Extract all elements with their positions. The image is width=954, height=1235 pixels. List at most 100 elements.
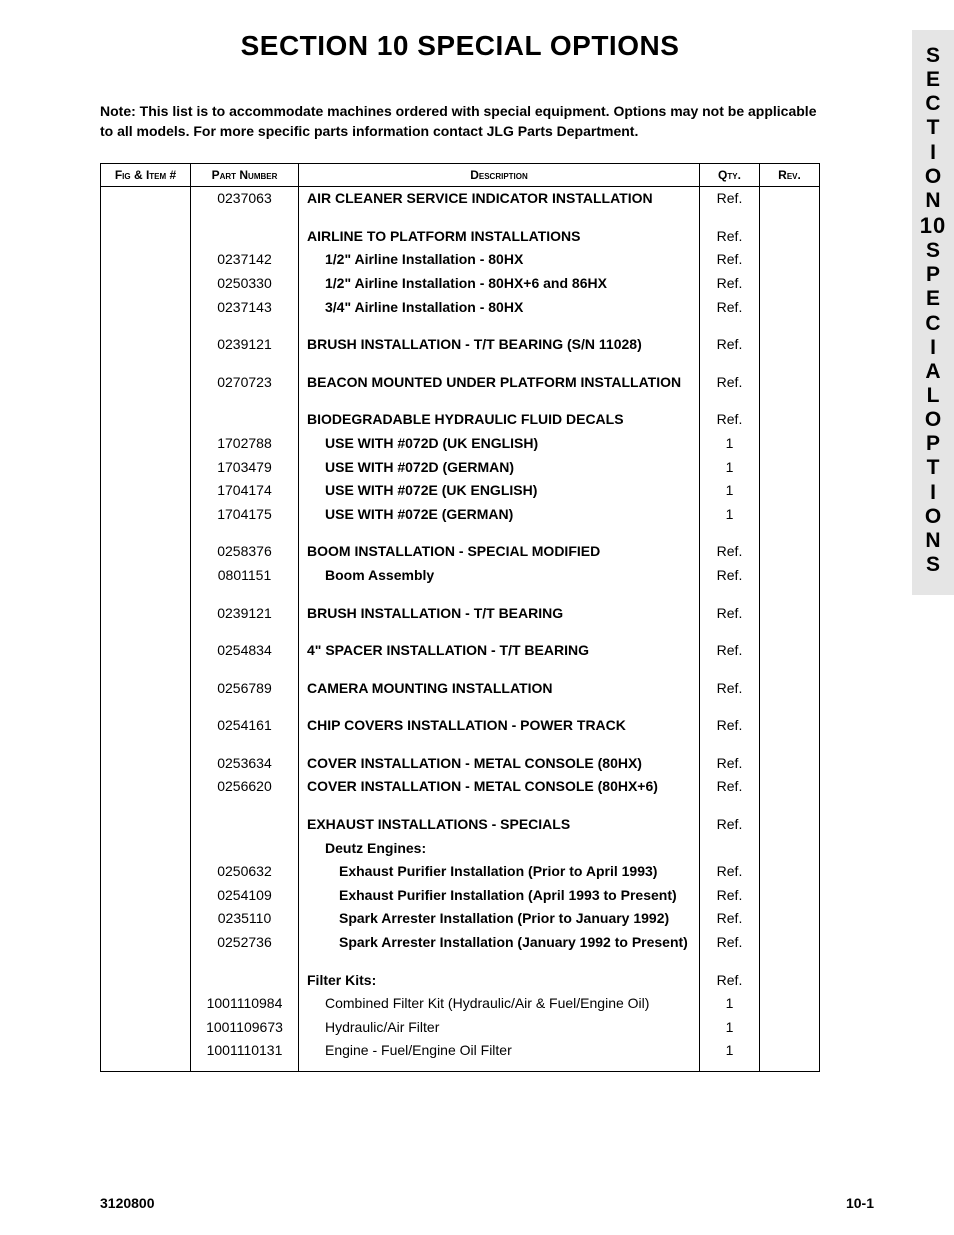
table-row: Filter Kits:Ref. (101, 969, 820, 993)
cell-rev (760, 479, 820, 503)
cell-qty: Ref. (700, 371, 760, 395)
cell-fig (101, 503, 191, 527)
cell-fig (101, 639, 191, 663)
table-row: 1001110984Combined Filter Kit (Hydraulic… (101, 992, 820, 1016)
cell-qty: Ref. (700, 752, 760, 776)
cell-description: EXHAUST INSTALLATIONS - SPECIALS (299, 813, 700, 837)
cell-rev (760, 884, 820, 908)
parts-table: Fig & Item # Part Number Description Qty… (100, 163, 820, 1072)
cell-fig (101, 714, 191, 738)
cell-description: Combined Filter Kit (Hydraulic/Air & Fue… (299, 992, 700, 1016)
cell-description: USE WITH #072E (UK ENGLISH) (299, 479, 700, 503)
cell-description: 1/2" Airline Installation - 80HX (299, 248, 700, 272)
cell-part-number: 0239121 (191, 333, 299, 357)
cell-fig (101, 248, 191, 272)
table-row (101, 738, 820, 752)
cell-rev (760, 540, 820, 564)
cell-qty: 1 (700, 992, 760, 1016)
cell-fig (101, 931, 191, 955)
cell-description: COVER INSTALLATION - METAL CONSOLE (80HX… (299, 752, 700, 776)
table-row: AIRLINE TO PLATFORM INSTALLATIONSRef. (101, 225, 820, 249)
cell-rev (760, 432, 820, 456)
cell-fig (101, 333, 191, 357)
cell-part-number: 0237143 (191, 296, 299, 320)
cell-qty: Ref. (700, 564, 760, 588)
table-row (101, 588, 820, 602)
cell-rev (760, 272, 820, 296)
table-row: 0801151Boom AssemblyRef. (101, 564, 820, 588)
side-tab-line2: SPECIAL (912, 239, 954, 408)
cell-qty: 1 (700, 432, 760, 456)
table-row: 02371433/4" Airline Installation - 80HXR… (101, 296, 820, 320)
cell-part-number: 0254834 (191, 639, 299, 663)
table-row (101, 955, 820, 969)
footer-right: 10-1 (846, 1195, 874, 1211)
cell-part-number (191, 969, 299, 993)
cell-part-number: 0801151 (191, 564, 299, 588)
cell-fig (101, 564, 191, 588)
cell-description: Boom Assembly (299, 564, 700, 588)
cell-rev (760, 714, 820, 738)
table-row (101, 799, 820, 813)
cell-qty: Ref. (700, 813, 760, 837)
cell-qty: Ref. (700, 602, 760, 626)
cell-rev (760, 187, 820, 211)
cell-qty: Ref. (700, 272, 760, 296)
cell-fig (101, 1039, 191, 1071)
cell-fig (101, 225, 191, 249)
cell-qty: 1 (700, 479, 760, 503)
cell-part-number: 1702788 (191, 432, 299, 456)
cell-fig (101, 884, 191, 908)
table-row: 0239121BRUSH INSTALLATION - T/T BEARINGR… (101, 602, 820, 626)
cell-rev (760, 1039, 820, 1071)
cell-description: Exhaust Purifier Installation (Prior to … (299, 860, 700, 884)
cell-rev (760, 775, 820, 799)
table-row (101, 526, 820, 540)
cell-description: Deutz Engines: (299, 837, 700, 861)
cell-part-number (191, 408, 299, 432)
cell-rev (760, 333, 820, 357)
cell-part-number: 0270723 (191, 371, 299, 395)
cell-fig (101, 456, 191, 480)
table-row: 0254109Exhaust Purifier Installation (Ap… (101, 884, 820, 908)
cell-qty: Ref. (700, 540, 760, 564)
cell-description: 3/4" Airline Installation - 80HX (299, 296, 700, 320)
cell-rev (760, 408, 820, 432)
cell-description: Spark Arrester Installation (January 199… (299, 931, 700, 955)
cell-rev (760, 860, 820, 884)
cell-qty: Ref. (700, 296, 760, 320)
cell-rev (760, 602, 820, 626)
table-row: 0237063AIR CLEANER SERVICE INDICATOR INS… (101, 187, 820, 211)
cell-rev (760, 371, 820, 395)
cell-qty: 1 (700, 1039, 760, 1071)
cell-part-number: 0254161 (191, 714, 299, 738)
cell-part-number (191, 813, 299, 837)
cell-part-number: 0239121 (191, 602, 299, 626)
table-row: 0258376BOOM INSTALLATION - SPECIAL MODIF… (101, 540, 820, 564)
col-part: Part Number (191, 164, 299, 187)
cell-part-number: 0256620 (191, 775, 299, 799)
cell-qty: Ref. (700, 333, 760, 357)
table-row (101, 394, 820, 408)
table-row: 02371421/2" Airline Installation - 80HXR… (101, 248, 820, 272)
table-row: 1001110131Engine - Fuel/Engine Oil Filte… (101, 1039, 820, 1071)
side-tab-num: 10 (920, 213, 946, 238)
cell-description: CAMERA MOUNTING INSTALLATION (299, 677, 700, 701)
cell-part-number: 0237063 (191, 187, 299, 211)
table-row: 0254161CHIP COVERS INSTALLATION - POWER … (101, 714, 820, 738)
cell-description: 1/2" Airline Installation - 80HX+6 and 8… (299, 272, 700, 296)
table-row (101, 319, 820, 333)
table-row (101, 357, 820, 371)
cell-rev (760, 1016, 820, 1040)
table-body: 0237063AIR CLEANER SERVICE INDICATOR INS… (101, 187, 820, 1072)
cell-qty: 1 (700, 503, 760, 527)
cell-rev (760, 907, 820, 931)
table-row (101, 700, 820, 714)
cell-fig (101, 1016, 191, 1040)
cell-rev (760, 931, 820, 955)
table-row: Deutz Engines: (101, 837, 820, 861)
cell-rev (760, 837, 820, 861)
cell-part-number: 1001109673 (191, 1016, 299, 1040)
cell-qty: Ref. (700, 775, 760, 799)
cell-qty: Ref. (700, 187, 760, 211)
